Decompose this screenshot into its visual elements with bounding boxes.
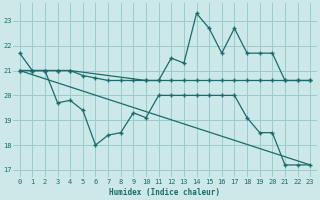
X-axis label: Humidex (Indice chaleur): Humidex (Indice chaleur) — [109, 188, 220, 197]
